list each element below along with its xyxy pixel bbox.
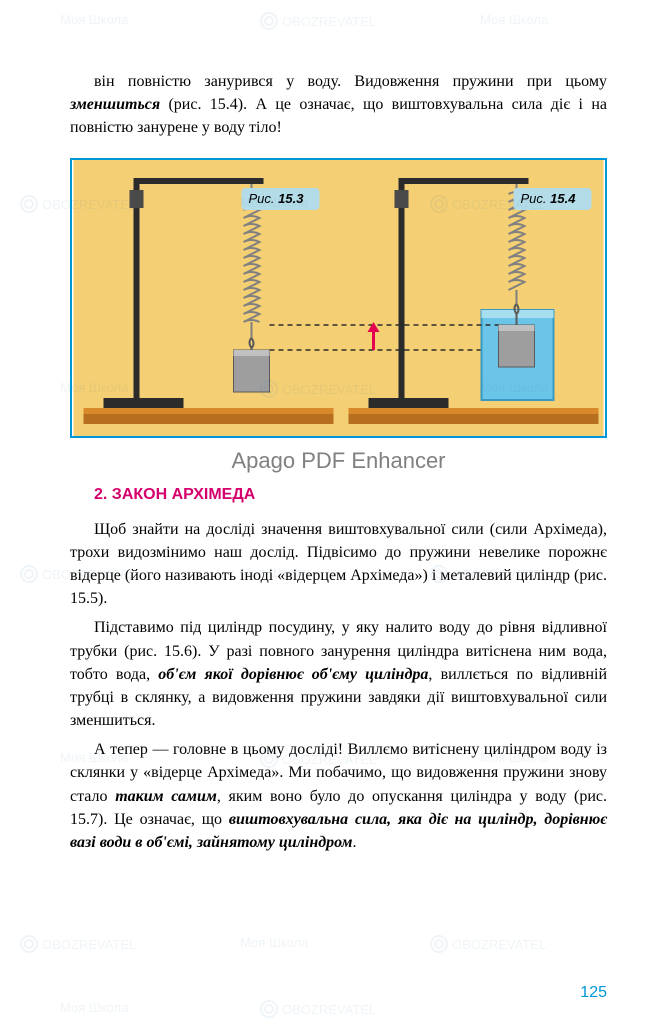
body-para-4: А тепер — головне в цьому досліді! Виллє… <box>70 738 607 854</box>
diagram-svg: Рис. 15.3 <box>72 160 605 436</box>
pdf-enhancer-text: Apago PDF Enhancer <box>70 448 607 474</box>
text-emphasis: об'єм якої дорівнює об'єму циліндра <box>158 666 428 683</box>
physics-figure: Рис. 15.3 <box>70 158 607 438</box>
section-title: 2. ЗАКОН АРХІМЕДА <box>94 486 607 504</box>
intro-paragraph: він повністю занурився у воду. Видовженн… <box>70 70 607 140</box>
text-emphasis: зменшиться <box>70 96 160 113</box>
body-para-3: Підставимо під циліндр посудину, у яку н… <box>70 616 607 732</box>
text: він повністю занурився у воду. Видовженн… <box>94 73 607 90</box>
text-emphasis: таким самим <box>115 788 217 805</box>
page-number: 125 <box>580 984 607 1002</box>
body-para-2: Щоб знайти на досліді значення виштовхув… <box>70 518 607 611</box>
text: . <box>353 834 357 851</box>
svg-text:Рис. 15.4: Рис. 15.4 <box>521 191 577 206</box>
svg-text:Рис. 15.3: Рис. 15.3 <box>249 191 305 206</box>
page-content: він повністю занурився у воду. Видовженн… <box>0 0 667 880</box>
